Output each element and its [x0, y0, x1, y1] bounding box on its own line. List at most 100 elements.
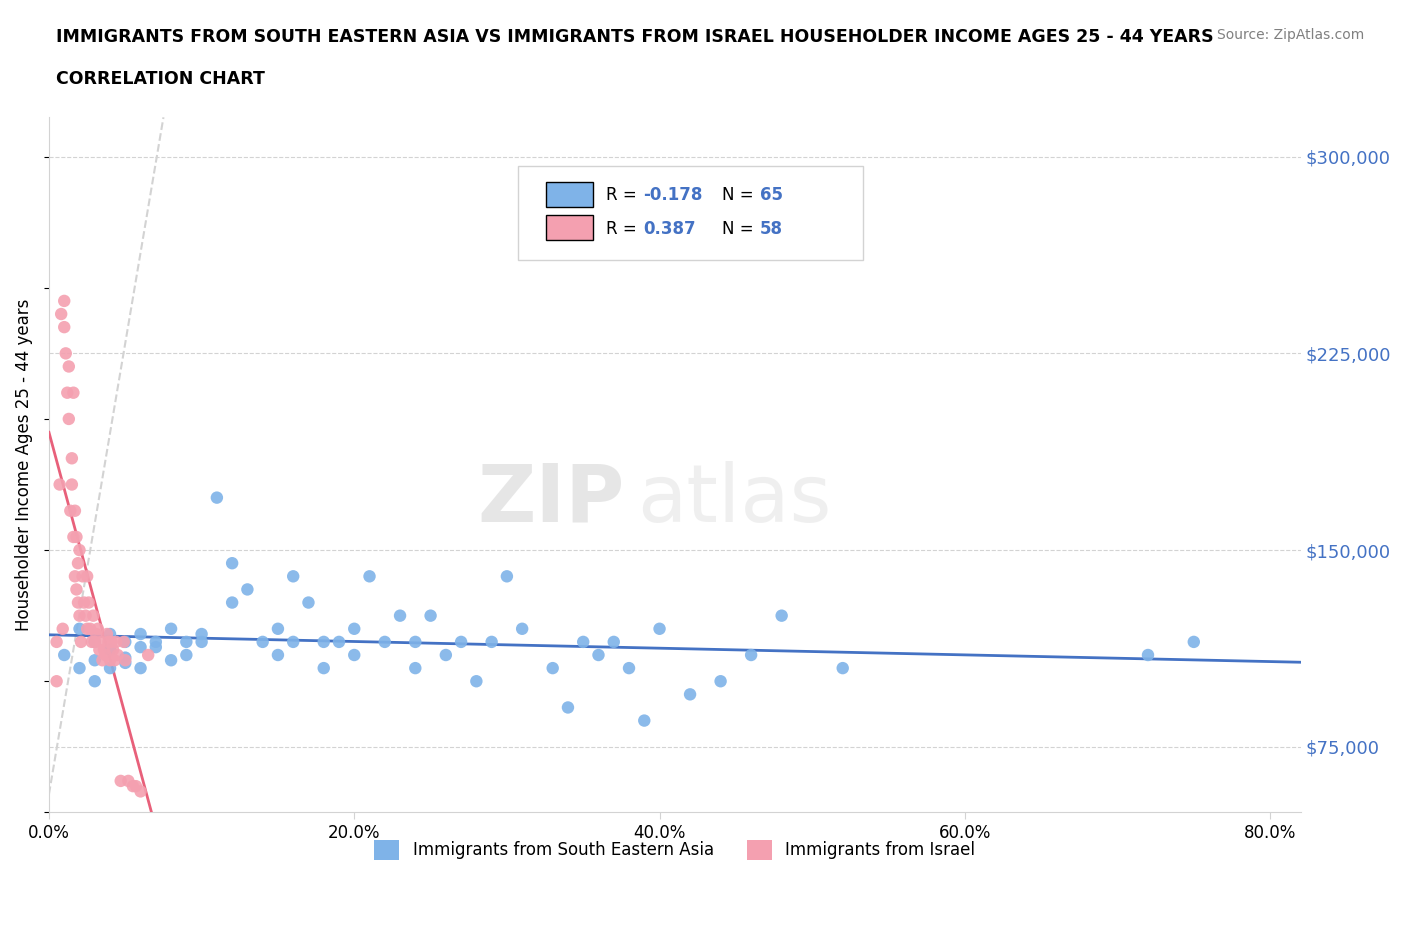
Point — [252, 634, 274, 649]
Point — [404, 660, 426, 675]
Text: N =: N = — [723, 219, 759, 237]
Text: N =: N = — [723, 186, 759, 205]
Point — [69, 608, 91, 623]
Point — [83, 634, 105, 649]
Point — [93, 643, 115, 658]
Point — [98, 643, 121, 658]
Point — [53, 320, 76, 335]
Point — [160, 621, 183, 636]
Point — [145, 640, 167, 655]
Point — [63, 503, 86, 518]
Point — [679, 687, 702, 702]
Point — [617, 660, 640, 675]
Point — [283, 634, 305, 649]
Point — [105, 634, 128, 649]
Point — [58, 411, 80, 426]
Point — [1182, 634, 1205, 649]
Point — [84, 627, 107, 642]
Point — [190, 627, 212, 642]
Point — [77, 595, 100, 610]
Point — [80, 634, 103, 649]
Point — [48, 477, 70, 492]
Point — [76, 569, 98, 584]
Point — [65, 529, 87, 544]
Point — [94, 647, 117, 662]
Text: 58: 58 — [759, 219, 783, 237]
Point — [66, 595, 89, 610]
Point — [53, 294, 76, 309]
Point — [389, 608, 412, 623]
Point — [740, 647, 762, 662]
Point — [79, 621, 101, 636]
Point — [221, 595, 243, 610]
Point — [83, 674, 105, 689]
Point — [104, 653, 127, 668]
Point — [328, 634, 350, 649]
FancyBboxPatch shape — [519, 166, 862, 259]
Text: R =: R = — [606, 186, 643, 205]
Point — [267, 647, 290, 662]
Point — [55, 346, 77, 361]
Point — [481, 634, 503, 649]
Point — [58, 359, 80, 374]
Point — [450, 634, 472, 649]
Point — [110, 774, 132, 789]
Point — [87, 621, 110, 636]
Point — [69, 542, 91, 557]
Point — [101, 643, 124, 658]
Point — [831, 660, 853, 675]
Point — [98, 653, 121, 668]
Point — [359, 569, 381, 584]
Text: 0.387: 0.387 — [644, 219, 696, 237]
Point — [496, 569, 519, 584]
Point — [136, 647, 159, 662]
Point — [114, 634, 136, 649]
FancyBboxPatch shape — [546, 182, 593, 207]
Point — [572, 634, 595, 649]
Point — [710, 674, 733, 689]
Point — [53, 647, 76, 662]
Point — [52, 621, 75, 636]
Point — [603, 634, 626, 649]
Point — [221, 556, 243, 571]
Point — [312, 660, 335, 675]
Point — [97, 634, 120, 649]
Point — [404, 634, 426, 649]
Point — [76, 621, 98, 636]
Point — [82, 608, 104, 623]
Point — [1136, 647, 1159, 662]
FancyBboxPatch shape — [546, 216, 593, 240]
Text: Source: ZipAtlas.com: Source: ZipAtlas.com — [1216, 28, 1364, 42]
Point — [312, 634, 335, 649]
Point — [51, 307, 73, 322]
Text: IMMIGRANTS FROM SOUTH EASTERN ASIA VS IMMIGRANTS FROM ISRAEL HOUSEHOLDER INCOME : IMMIGRANTS FROM SOUTH EASTERN ASIA VS IM… — [56, 28, 1213, 46]
Point — [176, 634, 198, 649]
Point — [434, 647, 457, 662]
Point — [510, 621, 533, 636]
Point — [176, 647, 198, 662]
Point — [374, 634, 396, 649]
Point — [70, 634, 93, 649]
Point — [69, 621, 91, 636]
Point — [69, 660, 91, 675]
Legend: Immigrants from South Eastern Asia, Immigrants from Israel: Immigrants from South Eastern Asia, Immi… — [367, 833, 981, 867]
Point — [465, 674, 488, 689]
Point — [45, 634, 67, 649]
Point — [72, 569, 94, 584]
Point — [45, 674, 67, 689]
Point — [557, 700, 579, 715]
Point — [541, 660, 564, 675]
Point — [190, 634, 212, 649]
Point — [770, 608, 793, 623]
Point — [129, 640, 152, 655]
Point — [129, 627, 152, 642]
Point — [160, 653, 183, 668]
Point — [419, 608, 441, 623]
Point — [65, 582, 87, 597]
Point — [98, 660, 121, 675]
Point — [83, 653, 105, 668]
Point — [75, 608, 97, 623]
Point — [114, 656, 136, 671]
Point — [129, 784, 152, 799]
Point — [66, 556, 89, 571]
